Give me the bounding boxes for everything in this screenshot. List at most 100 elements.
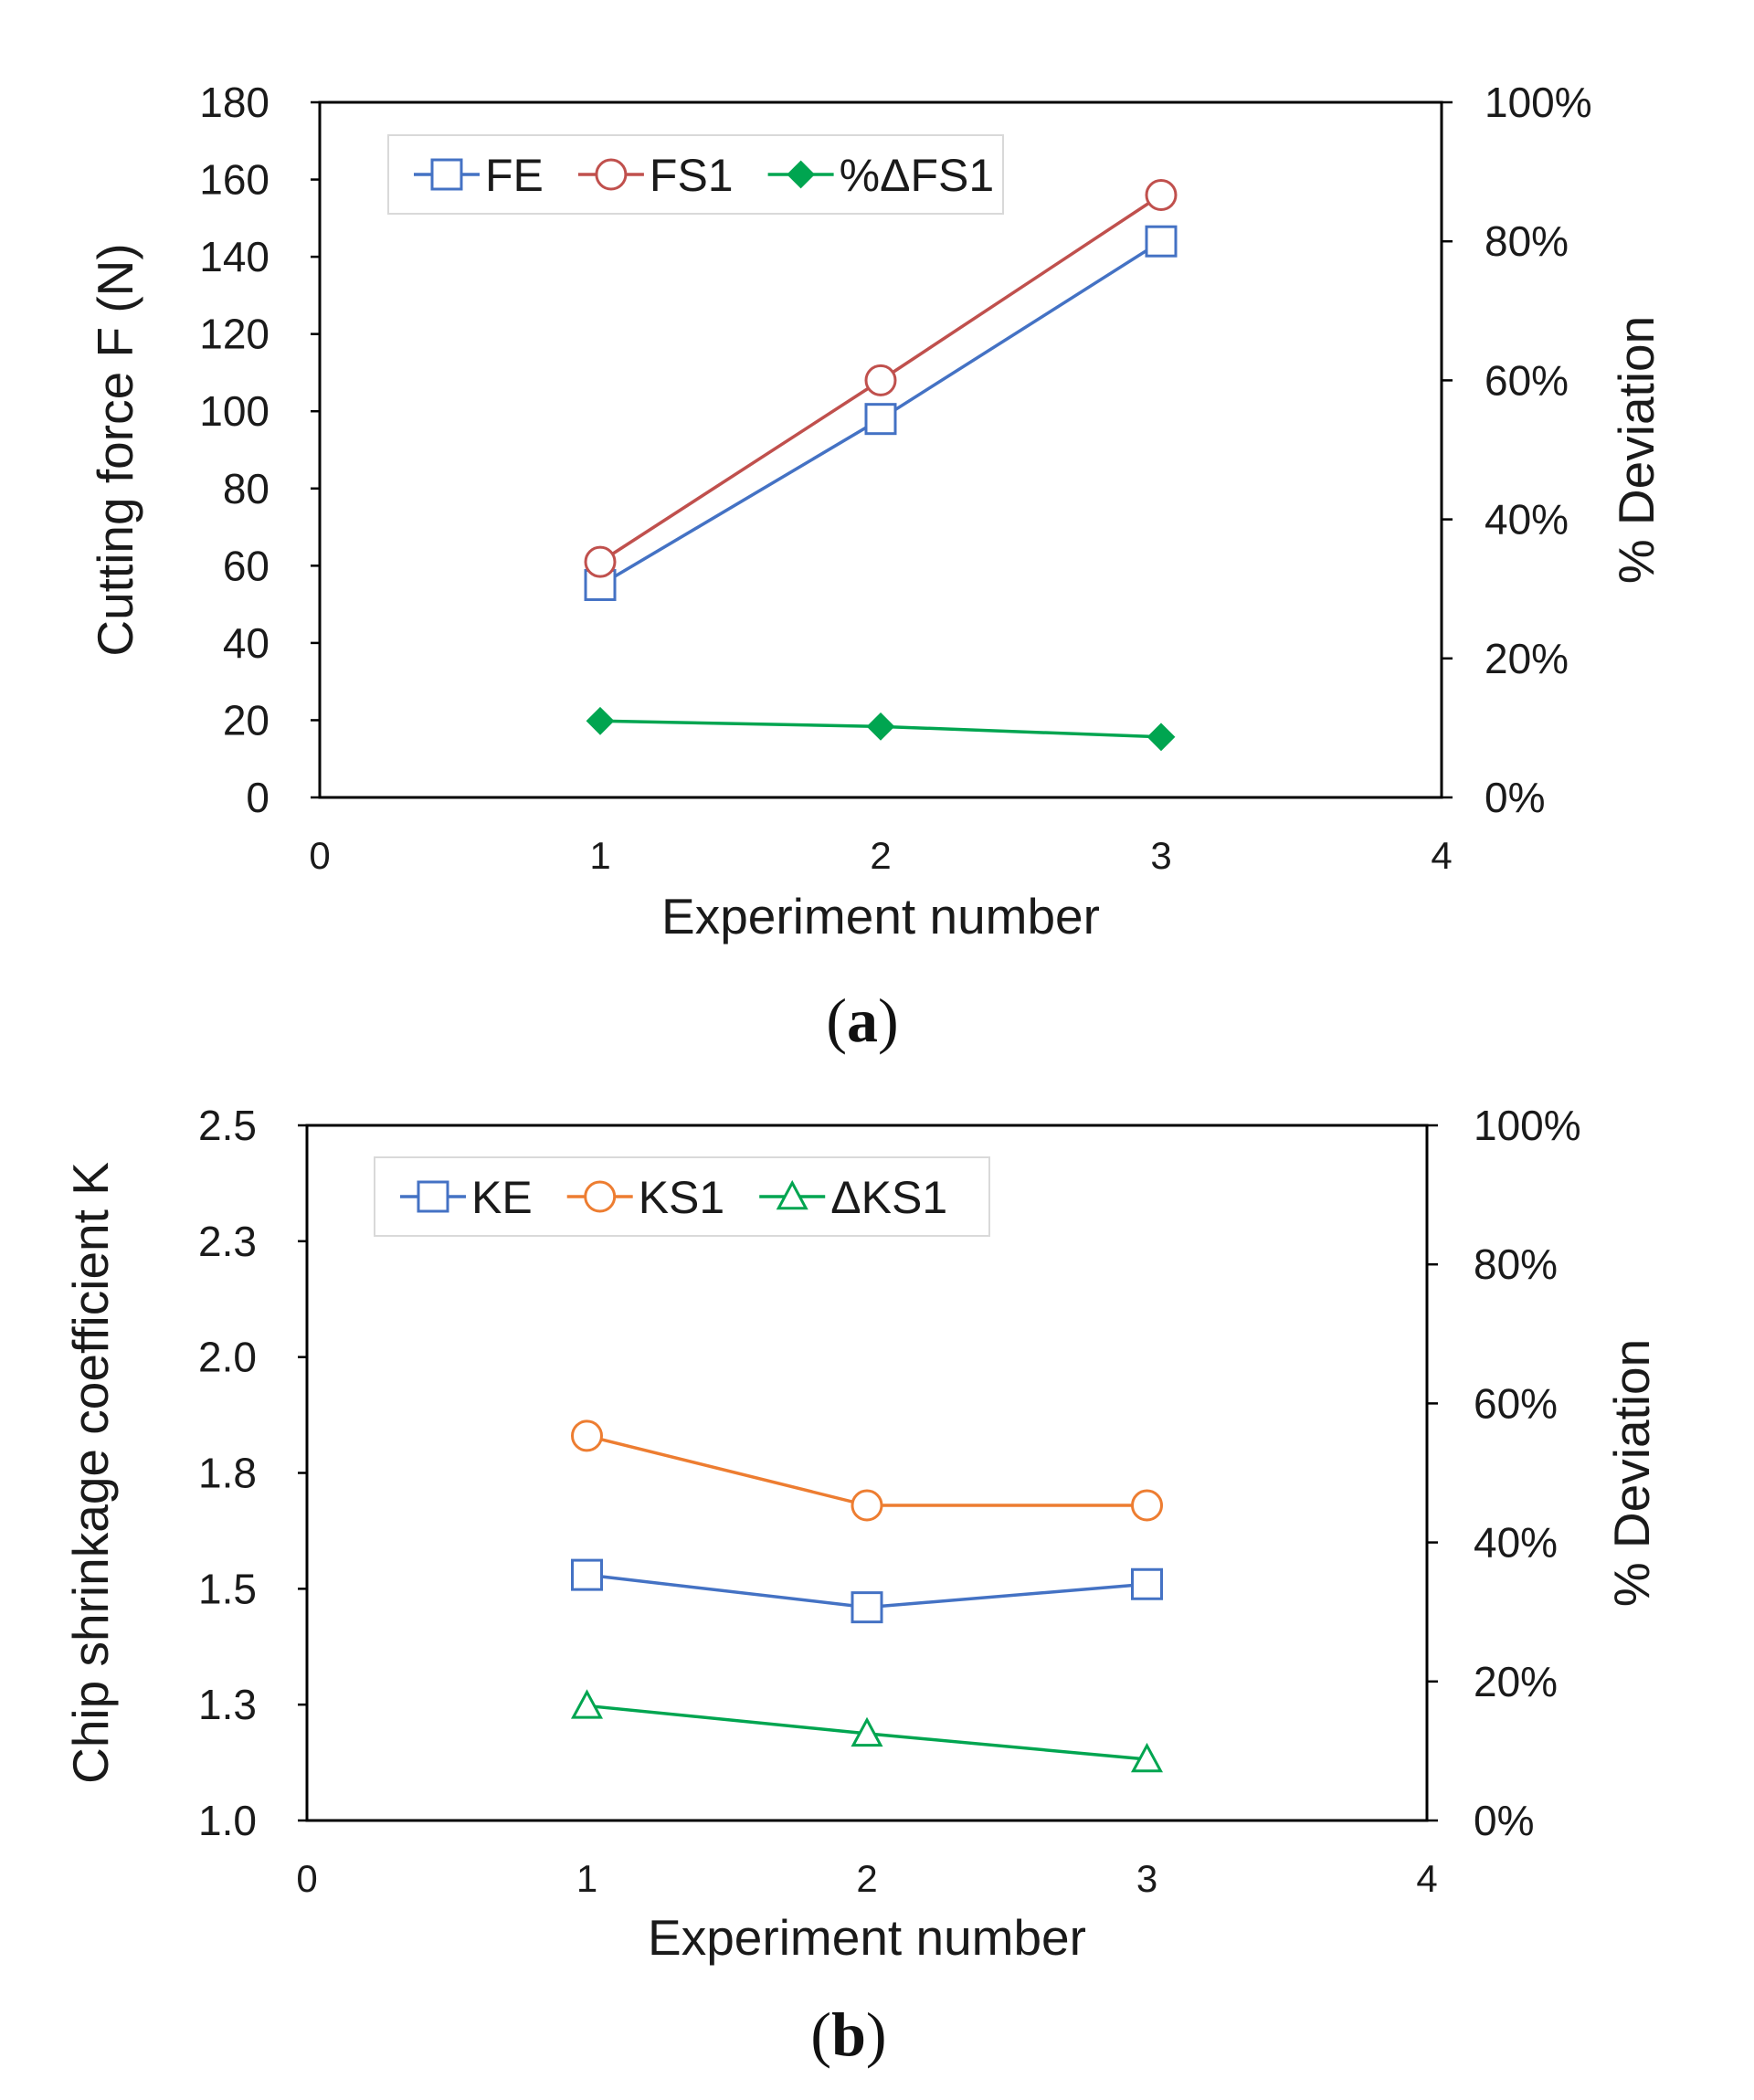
legend-marker <box>595 158 628 191</box>
x-tick-label: 0 <box>309 834 330 877</box>
chart-panel-b: 1.0 1.3 1.5 1.8 2.0 2.3 2.5 0% 20% 40% 60% 80% 100% 0… <box>62 1102 1660 2069</box>
legend-box <box>374 1156 990 1237</box>
data-point <box>1130 1742 1164 1773</box>
y2-tick-label: 80% <box>1474 1240 1558 1288</box>
data-point <box>851 1591 883 1624</box>
legend-label: KE <box>471 1172 533 1223</box>
series-%ΔFS1 <box>586 706 1176 752</box>
data-point <box>864 403 897 436</box>
x-tick-label: 2 <box>870 834 891 877</box>
series-FE <box>584 225 1178 601</box>
data-point <box>1131 1567 1163 1600</box>
x-tick-label: 4 <box>1431 834 1452 877</box>
x-tick-label: 3 <box>1150 834 1171 877</box>
plot-area-frame <box>318 100 1443 799</box>
x-tick-label: 0 <box>296 1857 317 1900</box>
data-point <box>584 545 617 578</box>
y-tick-label: 2.0 <box>198 1334 257 1381</box>
legend: KE KS1 ΔKS1 <box>374 1156 990 1237</box>
data-point <box>1146 723 1176 752</box>
y-tick-label: 2.5 <box>198 1102 257 1149</box>
legend-marker <box>776 1179 808 1210</box>
data-point <box>571 1419 603 1452</box>
legend-marker <box>417 1180 449 1213</box>
x-tick-label: 1 <box>589 834 610 877</box>
chart-panel-a: 0204060801001201401601800%20%40%60%80%10… <box>87 79 1664 1055</box>
legend-item-KE: KE <box>400 1172 533 1223</box>
y-tick-label: 1.0 <box>198 1797 257 1844</box>
y2-tick-label: 100% <box>1485 79 1592 126</box>
data-point <box>1145 178 1178 211</box>
panel-label-letter: a <box>847 986 878 1055</box>
y-tick-label: 20 <box>223 696 269 744</box>
y-tick-label: 0 <box>246 774 269 821</box>
legend: FE FS1 %ΔFS1 <box>387 134 1004 215</box>
y-tick-label: 1.3 <box>198 1681 257 1728</box>
y2-axis-label: % Deviation <box>1603 1339 1660 1607</box>
y-tick-label: 60 <box>223 542 269 589</box>
y-tick-label: 160 <box>199 156 269 204</box>
x-tick-label: 1 <box>576 1857 597 1900</box>
panel-label-close-paren: ) <box>866 2000 887 2069</box>
data-point <box>571 1558 603 1591</box>
data-point <box>586 706 615 735</box>
legend-label: %ΔFS1 <box>840 150 995 201</box>
y2-tick-label: 80% <box>1485 217 1569 265</box>
x-tick-label: 4 <box>1416 1857 1437 1900</box>
legend-item-FS1: FS1 <box>577 150 734 201</box>
y-tick-label: 1.5 <box>198 1565 257 1612</box>
legend-item-ΔKS1: ΔKS1 <box>759 1172 947 1223</box>
y-tick-label: 40 <box>223 619 269 667</box>
data-point <box>570 1689 604 1719</box>
legend-marker <box>584 1180 617 1213</box>
data-point <box>851 1489 883 1522</box>
y2-axis-label: % Deviation <box>1608 316 1664 584</box>
x-tick-label: 3 <box>1136 1857 1157 1900</box>
y2-tick-label: 40% <box>1474 1519 1558 1567</box>
y2-tick-label: 0% <box>1485 774 1545 821</box>
panel-label: (b) <box>810 2000 886 2069</box>
legend-item-FE: FE <box>414 150 544 201</box>
y-axis-label: Cutting force F (N) <box>87 243 143 656</box>
legend-label: FE <box>485 150 544 201</box>
y2-tick-label: 40% <box>1485 496 1569 543</box>
legend-label: KS1 <box>639 1172 725 1223</box>
x-tick-label: 2 <box>856 1857 877 1900</box>
legend-item-%ΔFS1: %ΔFS1 <box>767 150 995 201</box>
y-tick-label: 2.3 <box>198 1218 257 1265</box>
y-tick-label: 140 <box>199 233 269 280</box>
x-axis-label: Experiment number <box>648 1909 1086 1966</box>
panel-label: (a) <box>826 986 898 1055</box>
y-axis-label: Chip shrinkage coefficient K <box>62 1162 119 1784</box>
data-point <box>851 1716 883 1747</box>
series-FS1 <box>584 178 1178 578</box>
y-tick-label: 1.8 <box>198 1450 257 1497</box>
legend-marker <box>787 160 816 189</box>
data-point <box>1145 225 1178 258</box>
y2-tick-label: 20% <box>1485 635 1569 682</box>
series-KS1 <box>571 1419 1163 1522</box>
panel-label-open-paren: ( <box>826 986 847 1055</box>
y-tick-label: 180 <box>199 79 269 126</box>
legend-box <box>387 134 1004 215</box>
y2-tick-label: 60% <box>1485 356 1569 404</box>
panel-label-open-paren: ( <box>810 2000 831 2069</box>
series-ΔKS1 <box>570 1689 1164 1773</box>
legend-item-KS1: KS1 <box>566 1172 725 1223</box>
x-axis-label: Experiment number <box>661 888 1100 944</box>
y2-tick-label: 100% <box>1474 1102 1581 1149</box>
y2-tick-label: 20% <box>1474 1658 1558 1705</box>
data-point <box>866 712 895 741</box>
y-tick-label: 120 <box>199 311 269 358</box>
panel-label-letter: b <box>831 2000 866 2069</box>
data-point <box>864 364 897 396</box>
panel-label-close-paren: ) <box>878 986 899 1055</box>
y-tick-label: 80 <box>223 465 269 512</box>
series-KE <box>571 1558 1163 1624</box>
data-point <box>1131 1489 1163 1522</box>
legend-label: FS1 <box>650 150 734 201</box>
legend-label: ΔKS1 <box>830 1172 947 1223</box>
y2-tick-label: 60% <box>1474 1379 1558 1427</box>
legend-marker <box>430 158 463 191</box>
